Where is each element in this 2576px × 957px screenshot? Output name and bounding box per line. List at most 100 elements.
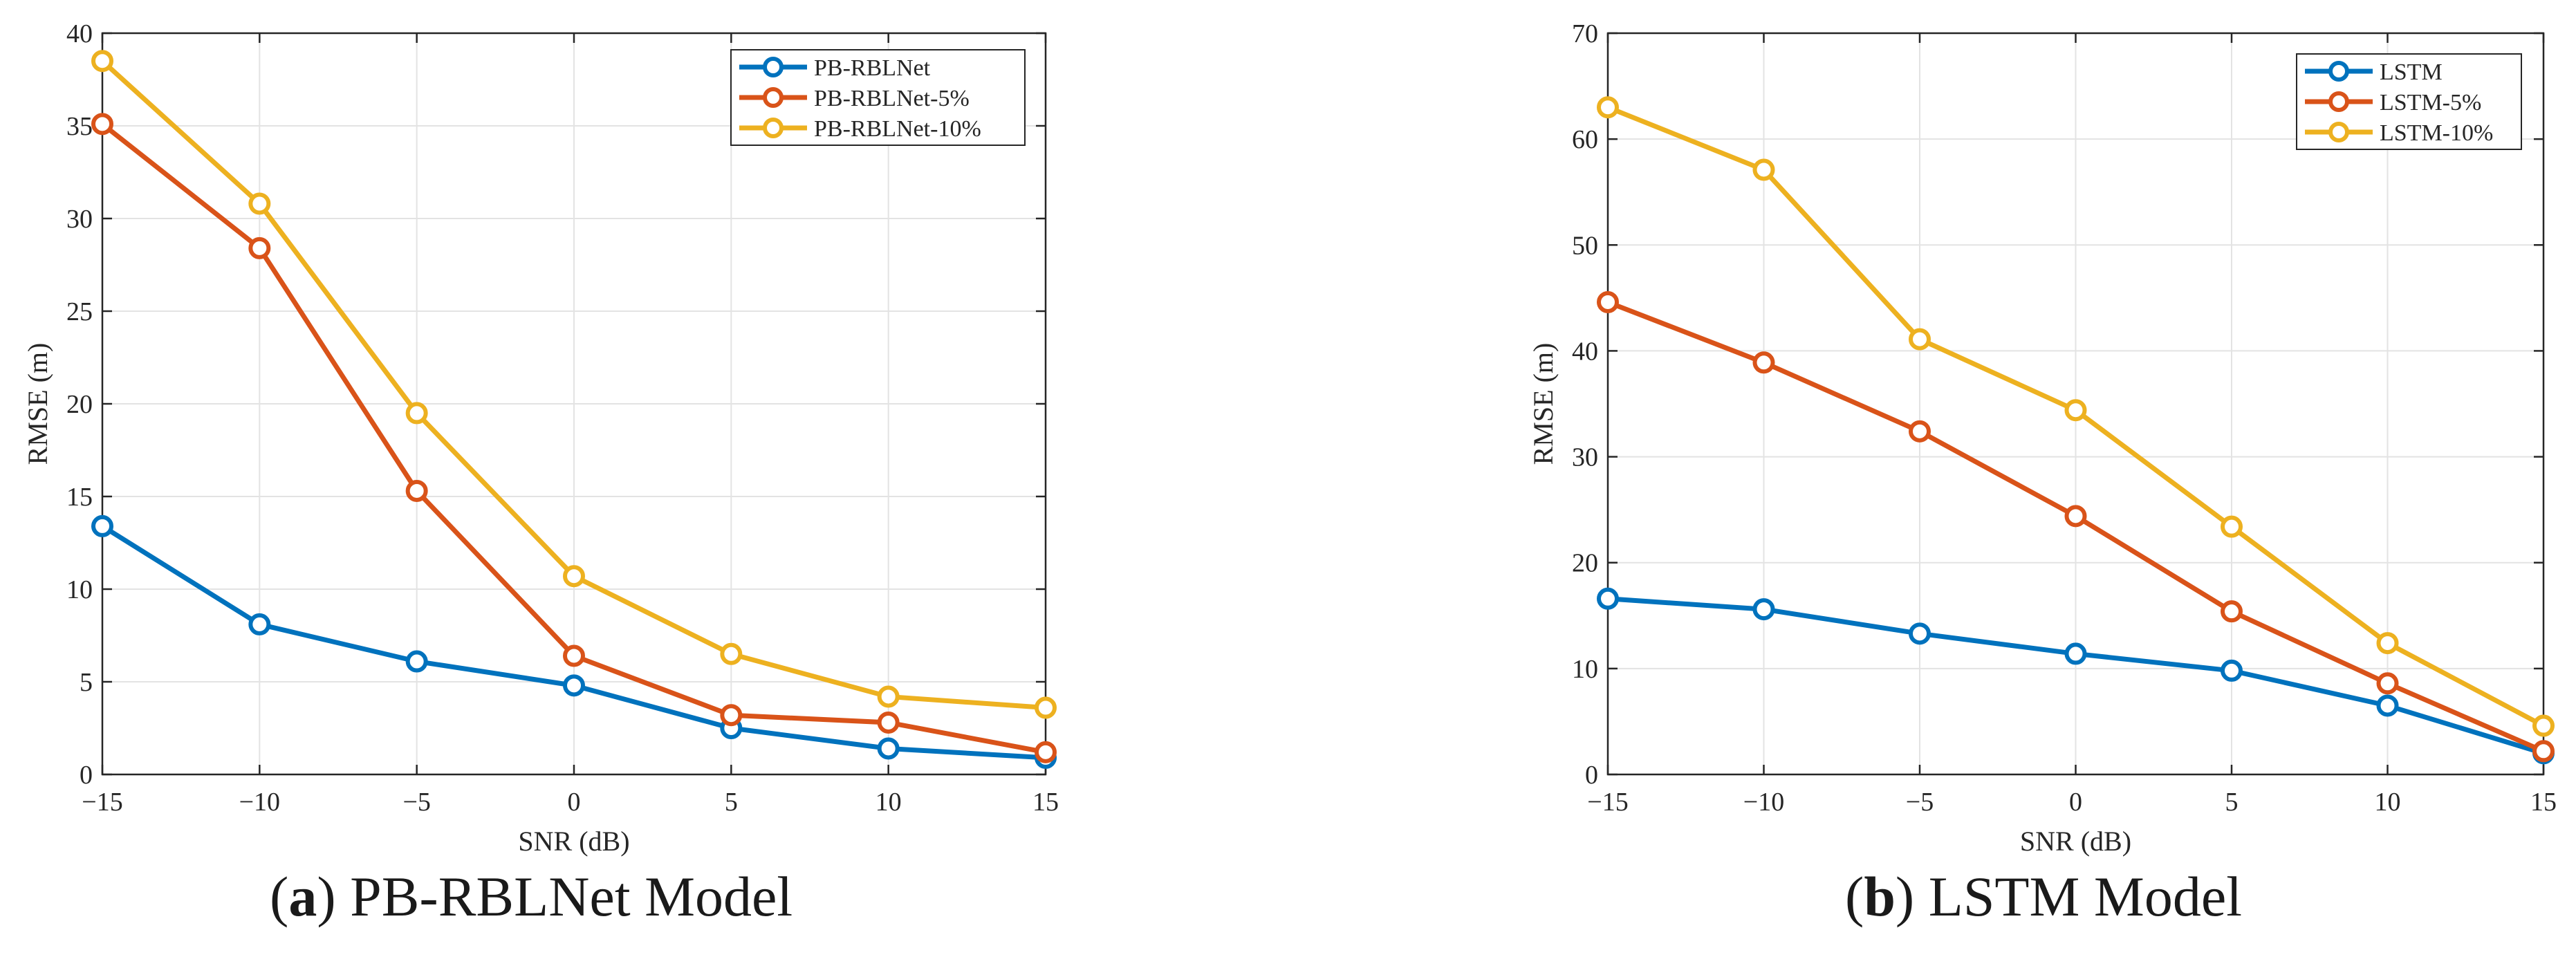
legend-marker bbox=[2328, 61, 2349, 82]
legend: PB-RBLNet PB-RBLNet-5% PB-RBLNet-10% bbox=[730, 49, 1026, 146]
legend: LSTM LSTM-5% LSTM-10% bbox=[2296, 53, 2522, 150]
y-axis-label: RMSE (m) bbox=[1528, 343, 1559, 465]
y-tick-label: 30 bbox=[1572, 443, 1598, 472]
x-tick-label: −15 bbox=[82, 788, 122, 817]
series-LSTM-5% bbox=[1597, 290, 2555, 763]
data-point bbox=[1909, 622, 1931, 645]
data-point bbox=[2221, 515, 2243, 538]
legend-label: LSTM-10% bbox=[2380, 120, 2493, 146]
y-tick-label: 35 bbox=[66, 112, 93, 141]
x-tick-label: 10 bbox=[875, 788, 902, 817]
legend-label: PB-RBLNet bbox=[814, 55, 931, 81]
data-point bbox=[91, 514, 113, 537]
data-point bbox=[563, 644, 585, 667]
legend-marker bbox=[763, 87, 784, 108]
chart-a: −15 −10 −5 0 5 10 15 0 5 10 15 20 25 30 35 40 SNR (dB) RM… bbox=[22, 19, 1059, 857]
y-tick-label: 60 bbox=[1572, 125, 1598, 154]
x-tick-label: 15 bbox=[2530, 788, 2557, 817]
data-point bbox=[405, 479, 428, 502]
data-point bbox=[405, 402, 428, 425]
x-tick-label: −5 bbox=[402, 788, 430, 817]
caption-a-text: PB-RBLNet Model bbox=[335, 865, 793, 928]
legend-marker bbox=[2328, 91, 2349, 112]
data-point bbox=[877, 685, 900, 708]
legend-marker bbox=[2328, 122, 2349, 142]
y-tick-label: 10 bbox=[66, 575, 93, 604]
legend-marker bbox=[763, 57, 784, 77]
caption-b: (b) LSTM Model bbox=[1845, 865, 2243, 928]
data-point bbox=[1035, 696, 1057, 719]
series-PB-RBLNet-5% bbox=[91, 113, 1057, 763]
y-tick-label: 40 bbox=[66, 19, 93, 48]
x-tick-label: 15 bbox=[1032, 788, 1059, 817]
y-tick-label: 40 bbox=[1572, 337, 1598, 366]
data-point bbox=[720, 642, 743, 665]
x-axis-label: SNR (dB) bbox=[518, 826, 629, 857]
y-tick-label: 0 bbox=[1585, 761, 1598, 790]
data-point bbox=[2376, 632, 2399, 655]
y-tick-label: 25 bbox=[66, 297, 93, 326]
y-tick-label: 50 bbox=[1572, 231, 1598, 260]
x-tick-label: −5 bbox=[1906, 788, 1934, 817]
legend-label: PB-RBLNet-10% bbox=[814, 116, 981, 142]
y-tick-label: 70 bbox=[1572, 19, 1598, 48]
data-point bbox=[1597, 587, 1619, 610]
legend-label: LSTM bbox=[2380, 59, 2443, 85]
data-point bbox=[1752, 158, 1775, 181]
data-point bbox=[248, 236, 271, 259]
y-axis-label: RMSE (m) bbox=[22, 343, 53, 465]
y-tick-label: 30 bbox=[66, 205, 93, 234]
data-point bbox=[91, 113, 113, 136]
x-tick-label: 0 bbox=[2069, 788, 2082, 817]
y-tick-label: 5 bbox=[80, 668, 93, 697]
legend-marker bbox=[763, 118, 784, 138]
data-point bbox=[563, 565, 585, 588]
x-tick-label: −15 bbox=[1587, 788, 1628, 817]
x-tick-label: 5 bbox=[725, 788, 738, 817]
data-point bbox=[1752, 598, 1775, 621]
x-tick-label: 10 bbox=[2375, 788, 2401, 817]
x-tick-label: 5 bbox=[2225, 788, 2239, 817]
data-point bbox=[2532, 714, 2555, 737]
data-point bbox=[2221, 600, 2243, 623]
y-tick-label: 20 bbox=[1572, 549, 1598, 578]
caption-a: (a) PB-RBLNet Model bbox=[270, 865, 793, 928]
data-point bbox=[1909, 420, 1931, 443]
series-LSTM bbox=[1597, 587, 2555, 765]
legend-label: PB-RBLNet-5% bbox=[814, 86, 970, 111]
y-tick-label: 10 bbox=[1572, 655, 1598, 684]
caption-a-letter: a bbox=[288, 865, 317, 928]
data-point bbox=[2064, 399, 2087, 422]
legend-label: LSTM-5% bbox=[2380, 90, 2481, 115]
data-point bbox=[1597, 96, 1619, 119]
data-point bbox=[248, 613, 271, 635]
caption-b-letter: b bbox=[1864, 865, 1896, 928]
x-tick-label: −10 bbox=[1743, 788, 1784, 817]
data-point bbox=[91, 50, 113, 73]
data-point bbox=[563, 674, 585, 697]
data-point bbox=[2376, 672, 2399, 695]
series-PB-RBLNet-10% bbox=[91, 50, 1057, 719]
data-point bbox=[877, 711, 900, 734]
data-point bbox=[248, 192, 271, 215]
caption-b-text: LSTM Model bbox=[1914, 865, 2243, 928]
data-point bbox=[2064, 642, 2087, 665]
data-point bbox=[1752, 351, 1775, 374]
y-tick-label: 0 bbox=[80, 761, 93, 790]
data-point bbox=[2064, 505, 2087, 528]
data-point bbox=[2532, 740, 2555, 763]
series-LSTM-10% bbox=[1597, 96, 2555, 737]
data-point bbox=[1597, 290, 1619, 313]
x-axis-label: SNR (dB) bbox=[2020, 826, 2131, 857]
data-point bbox=[1909, 328, 1931, 351]
y-tick-label: 15 bbox=[66, 483, 93, 512]
chart-b: −15 −10 −5 0 5 10 15 0 10 20 30 40 50 60 70 SNR (dB) RMS… bbox=[1528, 19, 2557, 857]
data-point bbox=[2221, 659, 2243, 682]
y-tick-label: 20 bbox=[66, 390, 93, 419]
data-point bbox=[877, 737, 900, 760]
data-point bbox=[2376, 694, 2399, 717]
data-point bbox=[405, 650, 428, 673]
x-tick-label: −10 bbox=[239, 788, 280, 817]
data-point bbox=[720, 704, 743, 727]
